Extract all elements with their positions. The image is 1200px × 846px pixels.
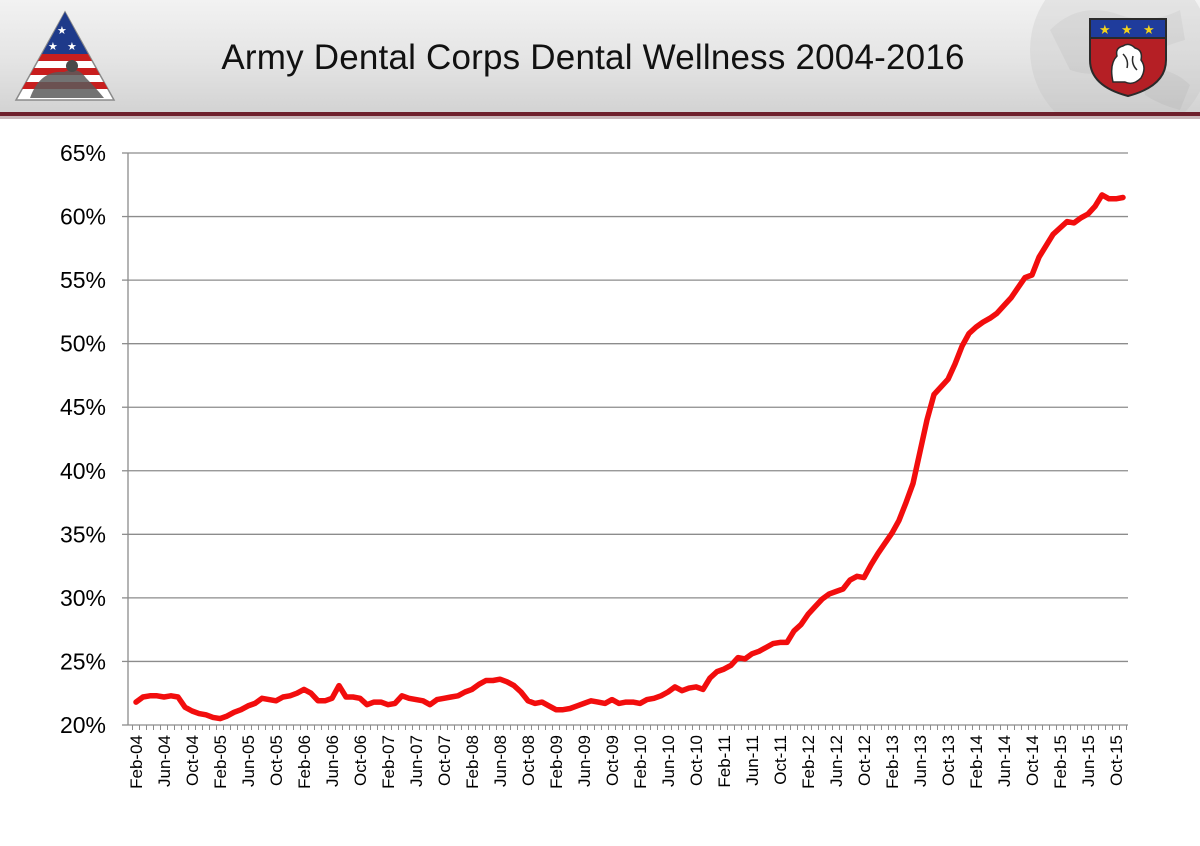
x-tick-label: Jun-12 [827,735,846,787]
x-tick-label: Oct-09 [603,735,622,786]
x-tick-label: Oct-14 [1023,735,1042,786]
x-tick-label: Jun-11 [743,735,762,786]
x-tick-label: Jun-08 [491,735,510,787]
x-tick-label: Jun-15 [1079,735,1098,787]
svg-text:★: ★ [1121,23,1133,38]
y-tick-label: 55% [60,267,106,293]
x-tick-label: Jun-05 [239,735,258,787]
x-tick-label: Oct-15 [1107,735,1126,786]
x-tick-label: Feb-06 [295,735,314,789]
x-tick-label: Oct-11 [771,735,790,785]
x-tick-label: Jun-04 [155,735,174,787]
y-tick-label: 40% [60,458,106,484]
svg-text:★: ★ [48,40,58,53]
y-tick-label: 25% [60,648,106,674]
x-tick-label: Jun-13 [911,735,930,787]
series-line-dental-wellness [133,192,1126,722]
x-tick-label: Oct-04 [183,735,202,786]
x-tick-label: Oct-05 [267,735,286,786]
y-tick-label: 35% [60,521,106,547]
x-tick-label: Feb-11 [715,735,734,788]
x-tick-label: Oct-10 [687,735,706,786]
x-tick-label: Oct-06 [351,735,370,786]
y-tick-label: 65% [60,140,106,166]
svg-text:★: ★ [1099,23,1111,38]
y-tick-label: 30% [60,585,106,611]
x-tick-label: Feb-05 [211,735,230,789]
dental-corps-shield-crest-icon: ★ ★ ★ [1089,18,1167,98]
x-tick-label: Feb-15 [1051,735,1070,789]
x-tick-label: Feb-04 [127,735,146,789]
x-tick-label: Jun-14 [995,735,1014,787]
x-tick-label: Feb-08 [463,735,482,789]
svg-text:★: ★ [1143,23,1155,38]
x-tick-label: Jun-10 [659,735,678,787]
x-tick-label: Jun-07 [407,735,426,787]
x-tick-label: Oct-12 [855,735,874,786]
header-divider [0,112,1200,116]
x-tick-label: Oct-13 [939,735,958,786]
army-medicine-flag-logo-icon: ★ ★ ★ [14,10,116,101]
header-divider-highlight [0,116,1200,119]
y-tick-label: 60% [60,204,106,230]
x-tick-label: Feb-10 [631,735,650,789]
x-tick-label: Jun-06 [323,735,342,787]
y-tick-label: 45% [60,394,106,420]
x-tick-label: Feb-07 [379,735,398,789]
x-tick-label: Oct-08 [519,735,538,786]
x-tick-label: Jun-09 [575,735,594,787]
dental-wellness-line-chart: 20% 25% 30% 35% 40% 45% 50% 55% 60% 65% Feb-04 Jun… [60,140,1128,789]
page-title: Army Dental Corps Dental Wellness 2004-2… [221,38,965,77]
x-tick-label: Feb-12 [799,735,818,789]
y-tick-label: 20% [60,712,106,738]
svg-text:★: ★ [57,24,67,37]
x-tick-label: Oct-07 [435,735,454,786]
svg-text:★: ★ [67,40,77,53]
title-banner: Army Dental Corps Dental Wellness 2004-2… [0,0,1200,112]
x-tick-label: Feb-09 [547,735,566,789]
x-tick-label: Feb-13 [883,735,902,789]
x-tick-label: Feb-14 [967,735,986,789]
y-tick-label: 50% [60,331,106,357]
